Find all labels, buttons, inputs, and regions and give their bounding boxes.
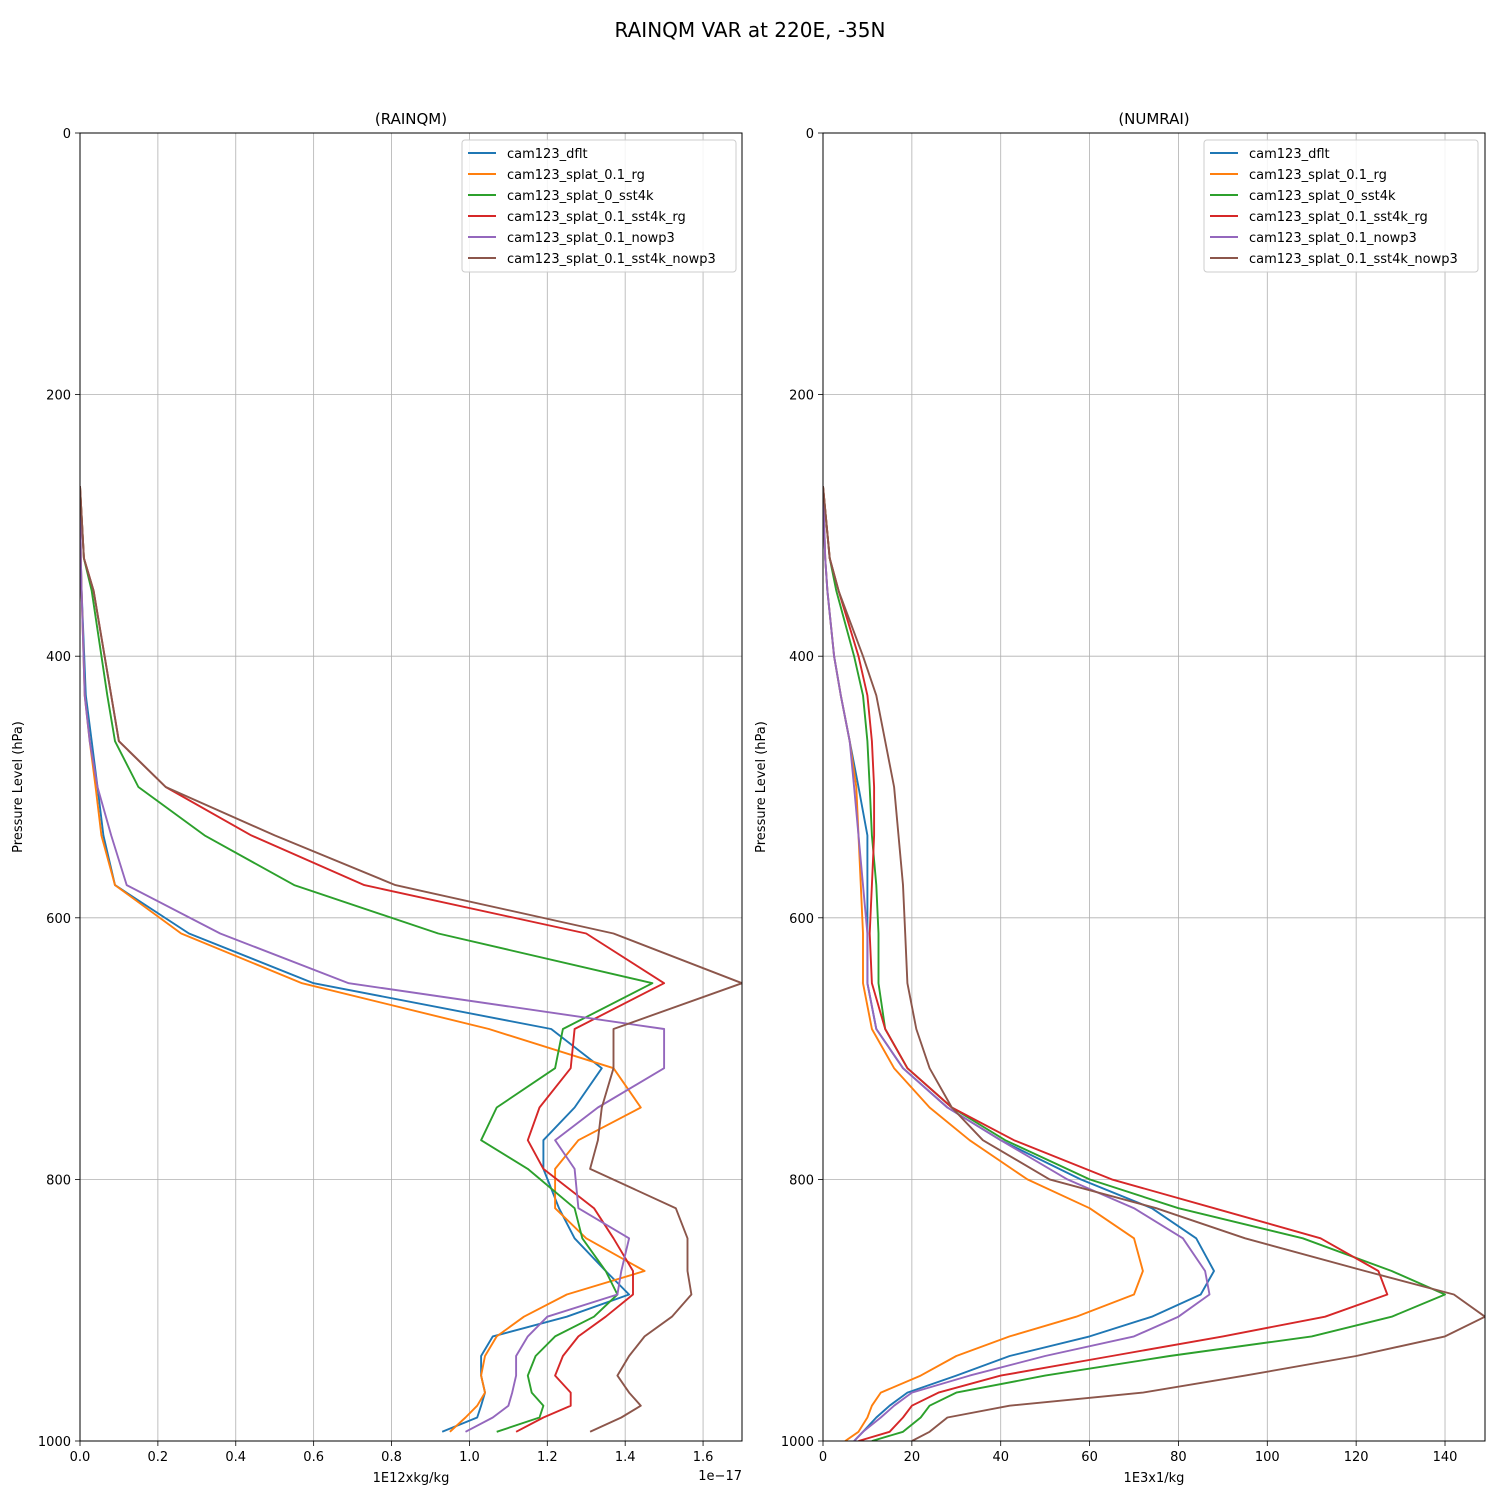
y-tick-label: 800 <box>46 1173 71 1188</box>
x-axis-label: 1E12xkg/kg <box>373 1471 450 1486</box>
legend-entry: cam123_dflt <box>507 147 588 162</box>
series-line-cam123_splat_0.1_nowp3 <box>80 486 666 1433</box>
y-tick-label: 200 <box>46 389 71 404</box>
x-tick-label: 0 <box>819 1450 827 1465</box>
panel-numrai: 0 20 40 60 80 100 120 140 0 200 400 600 800 1000 (NU… <box>754 110 1486 1486</box>
y-tick-label: 1000 <box>781 1435 814 1450</box>
legend: cam123_dflt cam123_splat_0.1_rg cam123_spl… <box>1203 139 1479 273</box>
panel-title: (RAINQM) <box>375 110 447 128</box>
axes-frame <box>79 132 743 1442</box>
series-line-cam123_splat_0.1_sst4k_nowp3 <box>823 486 1485 1441</box>
x-tick-label: 0.6 <box>303 1450 324 1465</box>
legend-entry: cam123_dflt <box>1249 147 1330 162</box>
legend-entry: cam123_splat_0.1_nowp3 <box>507 231 675 246</box>
legend-entry: cam123_splat_0_sst4k <box>507 189 654 204</box>
series-line-cam123_dflt <box>80 486 631 1433</box>
y-ticks: 0 200 400 600 800 1000 <box>38 127 80 1450</box>
panel-title: (NUMRAI) <box>1118 110 1189 128</box>
x-offset-label: 1e−17 <box>698 1469 742 1484</box>
legend-box <box>461 139 737 273</box>
legend-entry: cam123_splat_0.1_rg <box>507 168 645 183</box>
x-tick-label: 0.2 <box>148 1450 169 1465</box>
y-tick-label: 200 <box>789 389 814 404</box>
series-line-cam123_splat_0_sst4k <box>80 486 654 1433</box>
x-tick-label: 0.8 <box>381 1450 402 1465</box>
y-tick-label: 400 <box>46 650 71 665</box>
x-tick-label: 60 <box>1081 1450 1098 1465</box>
x-tick-label: 80 <box>1170 1450 1187 1465</box>
y-tick-label: 1000 <box>38 1435 71 1450</box>
x-tick-label: 0.0 <box>70 1450 91 1465</box>
legend-entry: cam123_splat_0.1_sst4k_rg <box>1249 210 1428 225</box>
figure-title: RAINQM VAR at 220E, -35N <box>615 18 886 42</box>
y-tick-label: 800 <box>789 1173 814 1188</box>
series-lines <box>80 486 742 1433</box>
y-tick-label: 0 <box>63 127 71 142</box>
x-tick-label: 100 <box>1255 1450 1280 1465</box>
legend-entry: cam123_splat_0.1_sst4k_nowp3 <box>1249 252 1458 267</box>
series-lines <box>823 486 1485 1441</box>
panel-rainqm: 0.0 0.2 0.4 0.6 0.8 1.0 1.2 1.4 1.6 0 200 400 600 80… <box>11 110 743 1486</box>
legend-entry: cam123_splat_0.1_sst4k_nowp3 <box>507 252 716 267</box>
series-line-cam123_splat_0.1_sst4k_nowp3 <box>80 486 742 1433</box>
x-tick-label: 20 <box>904 1450 921 1465</box>
series-line-cam123_splat_0_sst4k <box>823 486 1446 1441</box>
legend-box <box>1203 139 1479 273</box>
axes-frame <box>822 132 1486 1442</box>
legend-entry: cam123_splat_0.1_rg <box>1249 168 1387 183</box>
x-tick-label: 140 <box>1433 1450 1458 1465</box>
legend-entry: cam123_splat_0.1_sst4k_rg <box>507 210 686 225</box>
y-tick-label: 0 <box>806 127 814 142</box>
y-axis-label: Pressure Level (hPa) <box>754 721 769 853</box>
x-ticks: 0 20 40 60 80 100 120 140 <box>819 1441 1458 1465</box>
x-axis-label: 1E3x1/kg <box>1124 1471 1185 1486</box>
x-tick-label: 1.4 <box>615 1450 636 1465</box>
series-line-cam123_splat_0.1_sst4k_rg <box>823 486 1389 1441</box>
x-ticks: 0.0 0.2 0.4 0.6 0.8 1.0 1.2 1.4 1.6 <box>70 1441 714 1465</box>
y-tick-label: 600 <box>789 912 814 927</box>
x-tick-label: 0.4 <box>225 1450 246 1465</box>
x-tick-label: 1.0 <box>459 1450 480 1465</box>
x-tick-label: 1.6 <box>693 1450 714 1465</box>
y-tick-label: 600 <box>46 912 71 927</box>
y-tick-label: 400 <box>789 650 814 665</box>
legend: cam123_dflt cam123_splat_0.1_rg cam123_spl… <box>461 139 737 273</box>
y-ticks: 0 200 400 600 800 1000 <box>781 127 823 1450</box>
x-tick-label: 120 <box>1344 1450 1369 1465</box>
series-line-cam123_splat_0.1_nowp3 <box>823 486 1211 1441</box>
x-tick-label: 40 <box>992 1450 1009 1465</box>
legend-entry: cam123_splat_0_sst4k <box>1249 189 1396 204</box>
x-tick-label: 1.2 <box>537 1450 558 1465</box>
y-axis-label: Pressure Level (hPa) <box>11 721 26 853</box>
legend-entry: cam123_splat_0.1_nowp3 <box>1249 231 1417 246</box>
